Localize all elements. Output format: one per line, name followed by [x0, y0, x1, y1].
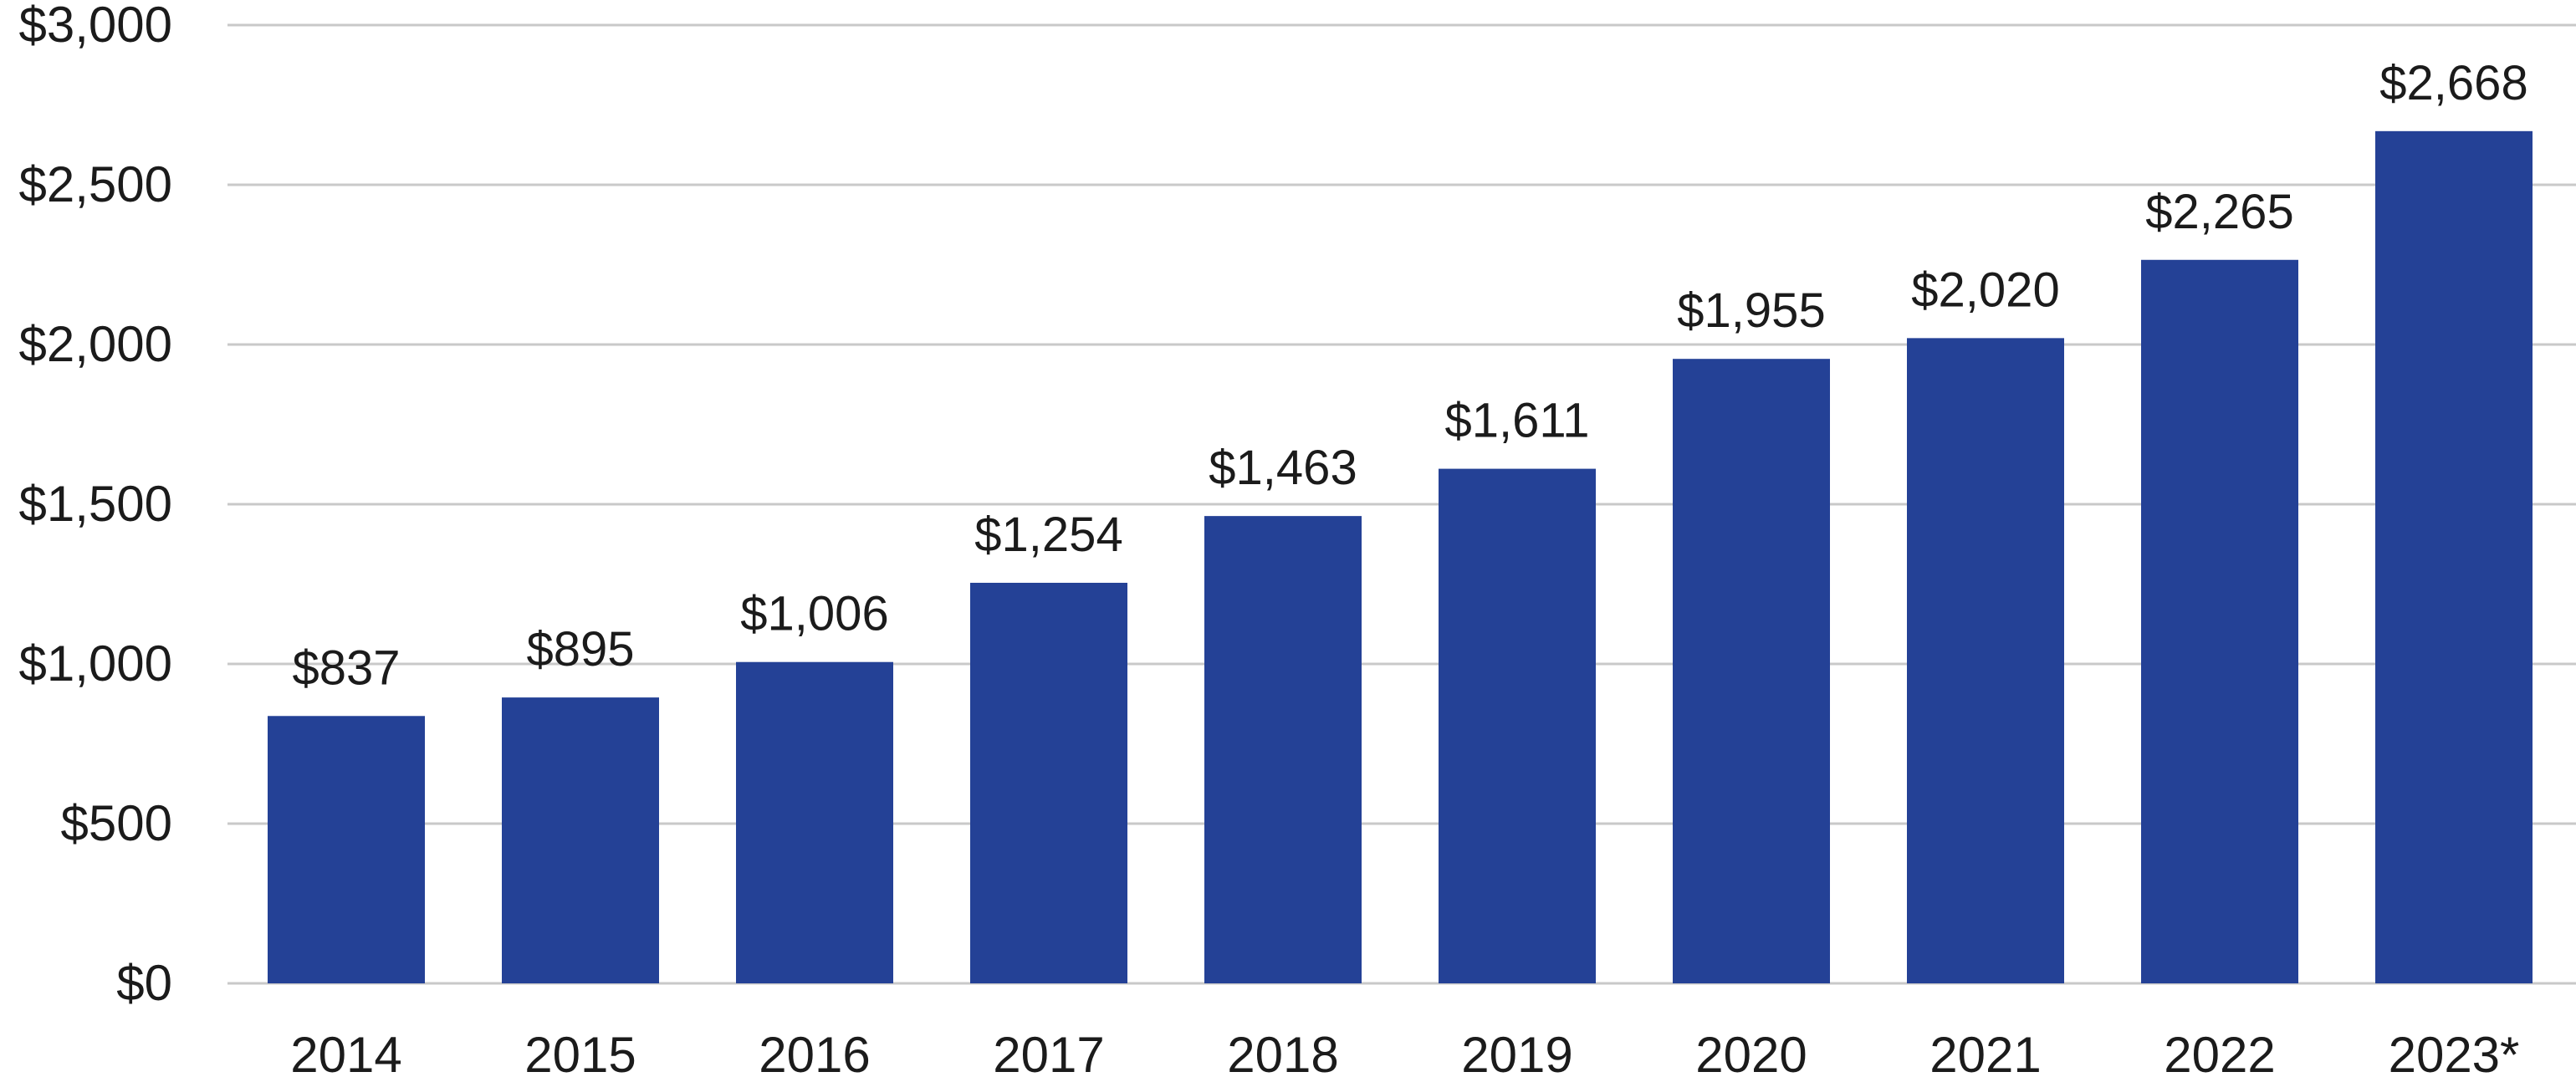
data-label: $2,668	[2379, 56, 2527, 110]
x-tick-label: 2023*	[2389, 1027, 2520, 1077]
bar	[1439, 468, 1596, 983]
bars	[268, 130, 2533, 984]
y-axis-ticks: $0 $500 $1,000 $1,500 $2,000 $2,500 $3,000	[18, 0, 172, 1011]
data-label: $895	[526, 622, 634, 676]
bar	[2141, 259, 2298, 983]
x-tick-label: 2019	[1461, 1027, 1572, 1077]
y-tick-label: $3,000	[18, 0, 172, 53]
data-label: $1,463	[1209, 441, 1357, 495]
bar	[2375, 130, 2533, 984]
x-tick-label: 2021	[1929, 1027, 2041, 1077]
y-tick-label: $2,500	[18, 156, 172, 212]
x-tick-label: 2020	[1695, 1027, 1807, 1077]
y-tick-label: $500	[61, 795, 172, 851]
data-labels: $837 $895 $1,006 $1,254 $1,463 $1,611 $1,955 $2…	[292, 56, 2527, 695]
x-tick-label: 2018	[1227, 1027, 1338, 1077]
bar	[502, 697, 659, 983]
y-tick-label: $1,000	[18, 635, 172, 692]
bar	[268, 716, 425, 983]
data-label: $2,265	[2145, 185, 2293, 239]
x-tick-label: 2017	[993, 1027, 1104, 1077]
data-label: $1,006	[740, 587, 888, 641]
y-tick-label: $0	[116, 955, 172, 1011]
data-label: $1,955	[1677, 283, 1825, 338]
data-label: $2,020	[1911, 263, 2059, 317]
x-tick-label: 2015	[524, 1027, 636, 1077]
bar	[1907, 338, 2064, 983]
bar	[736, 661, 893, 983]
x-tick-label: 2014	[290, 1027, 401, 1077]
x-tick-label: 2016	[759, 1027, 870, 1077]
x-tick-label: 2022	[2164, 1027, 2275, 1077]
y-tick-label: $2,000	[18, 316, 172, 372]
y-tick-label: $1,500	[18, 476, 172, 532]
bar	[1673, 359, 1830, 983]
bar	[1204, 516, 1362, 983]
data-label: $837	[292, 641, 400, 695]
x-axis-ticks: 2014 2015 2016 2017 2018 2019 2020 2021 2022 2023…	[290, 1027, 2519, 1077]
data-label: $1,611	[1444, 394, 1589, 448]
bar	[970, 582, 1127, 983]
data-label: $1,254	[974, 508, 1122, 562]
